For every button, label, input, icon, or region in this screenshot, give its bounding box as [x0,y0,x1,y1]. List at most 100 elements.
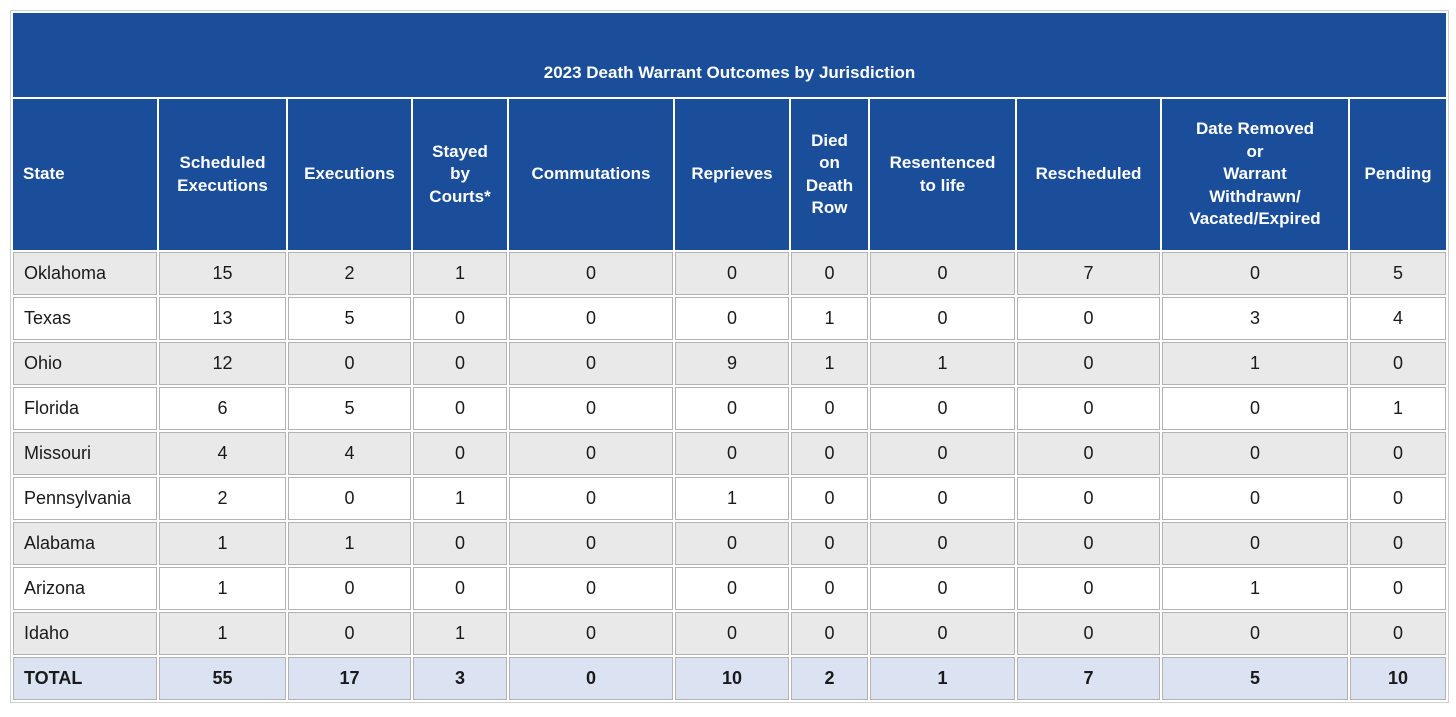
value-cell: 0 [288,567,411,610]
value-cell: 55 [159,657,286,700]
value-cell: 0 [791,477,868,520]
value-cell: 0 [675,612,789,655]
total-row: TOTAL 55 17 3 0 10 2 1 7 5 10 [13,657,1447,700]
value-cell: 0 [791,252,868,295]
value-cell: 7 [1017,252,1160,295]
column-header-scheduled-executions: Scheduled Executions [159,99,286,250]
value-cell: 0 [870,387,1015,430]
value-cell: 2 [288,252,411,295]
value-cell: 0 [1162,432,1348,475]
value-cell: 0 [509,657,673,700]
value-cell: 17 [288,657,411,700]
value-cell: 0 [413,342,507,385]
value-cell: 0 [1162,252,1348,295]
value-cell: 5 [288,387,411,430]
table-row: Arizona 1 0 0 0 0 0 0 0 1 0 [13,567,1447,610]
table-row: Texas 13 5 0 0 0 1 0 0 3 4 [13,297,1447,340]
table-row: Pennsylvania 2 0 1 0 1 0 0 0 0 0 [13,477,1447,520]
value-cell: 0 [1350,342,1447,385]
title-row: 2023 Death Warrant Outcomes by Jurisdict… [13,13,1447,97]
state-cell: Idaho [13,612,157,655]
value-cell: 0 [413,297,507,340]
value-cell: 0 [870,252,1015,295]
value-cell: 0 [870,522,1015,565]
value-cell: 1 [413,252,507,295]
value-cell: 2 [159,477,286,520]
value-cell: 0 [791,567,868,610]
value-cell: 13 [159,297,286,340]
value-cell: 0 [288,612,411,655]
value-cell: 7 [1017,657,1160,700]
value-cell: 2 [791,657,868,700]
value-cell: 0 [1017,477,1160,520]
value-cell: 5 [1350,252,1447,295]
table-row: Missouri 4 4 0 0 0 0 0 0 0 0 [13,432,1447,475]
value-cell: 1 [1162,567,1348,610]
state-cell: Oklahoma [13,252,157,295]
value-cell: 5 [1162,657,1348,700]
value-cell: 0 [1350,522,1447,565]
value-cell: 0 [870,567,1015,610]
value-cell: 1 [288,522,411,565]
value-cell: 0 [870,477,1015,520]
state-cell: Texas [13,297,157,340]
value-cell: 0 [1162,612,1348,655]
column-header-pending: Pending [1350,99,1447,250]
value-cell: 0 [509,612,673,655]
value-cell: 1 [791,342,868,385]
value-cell: 3 [413,657,507,700]
value-cell: 0 [675,297,789,340]
value-cell: 3 [1162,297,1348,340]
value-cell: 0 [1350,477,1447,520]
value-cell: 10 [675,657,789,700]
value-cell: 0 [1162,477,1348,520]
value-cell: 0 [509,567,673,610]
table-row: Oklahoma 15 2 1 0 0 0 0 7 0 5 [13,252,1447,295]
state-cell: Florida [13,387,157,430]
value-cell: 0 [288,342,411,385]
value-cell: 1 [791,297,868,340]
table-row: Idaho 1 0 1 0 0 0 0 0 0 0 [13,612,1447,655]
value-cell: 0 [509,297,673,340]
death-warrant-outcomes-table: 2023 Death Warrant Outcomes by Jurisdict… [10,10,1450,703]
value-cell: 0 [791,387,868,430]
column-header-rescheduled: Rescheduled [1017,99,1160,250]
value-cell: 6 [159,387,286,430]
state-cell: Missouri [13,432,157,475]
table-title: 2023 Death Warrant Outcomes by Jurisdict… [13,13,1447,97]
column-header-died-on-death-row: Died on Death Row [791,99,868,250]
value-cell: 0 [1017,567,1160,610]
column-header-reprieves: Reprieves [675,99,789,250]
value-cell: 0 [675,387,789,430]
table-row: Ohio 12 0 0 0 9 1 1 0 1 0 [13,342,1447,385]
value-cell: 0 [1017,387,1160,430]
value-cell: 0 [413,522,507,565]
value-cell: 12 [159,342,286,385]
column-header-commutations: Commutations [509,99,673,250]
state-cell: TOTAL [13,657,157,700]
table-row: Florida 6 5 0 0 0 0 0 0 0 1 [13,387,1447,430]
value-cell: 0 [509,387,673,430]
value-cell: 1 [675,477,789,520]
value-cell: 0 [675,567,789,610]
column-header-date-removed-or-warrant-withdrawn-vacated-expired: Date Removed or Warrant Withdrawn/ Vacat… [1162,99,1348,250]
value-cell: 0 [413,387,507,430]
column-header-executions: Executions [288,99,411,250]
state-cell: Arizona [13,567,157,610]
value-cell: 0 [870,297,1015,340]
column-header-stayed-by-courts: Stayed by Courts* [413,99,507,250]
value-cell: 0 [509,252,673,295]
value-cell: 1 [413,477,507,520]
value-cell: 0 [675,522,789,565]
value-cell: 4 [288,432,411,475]
value-cell: 0 [509,522,673,565]
value-cell: 1 [1162,342,1348,385]
column-header-state: State [13,99,157,250]
column-header-resentenced-to-life: Resentenced to life [870,99,1015,250]
value-cell: 1 [1350,387,1447,430]
value-cell: 0 [1162,522,1348,565]
table-body: Oklahoma 15 2 1 0 0 0 0 7 0 5 Texas 13 5 0 0 0 1 0 0 3 4 Ohio 1… [13,252,1447,700]
value-cell: 9 [675,342,789,385]
value-cell: 15 [159,252,286,295]
